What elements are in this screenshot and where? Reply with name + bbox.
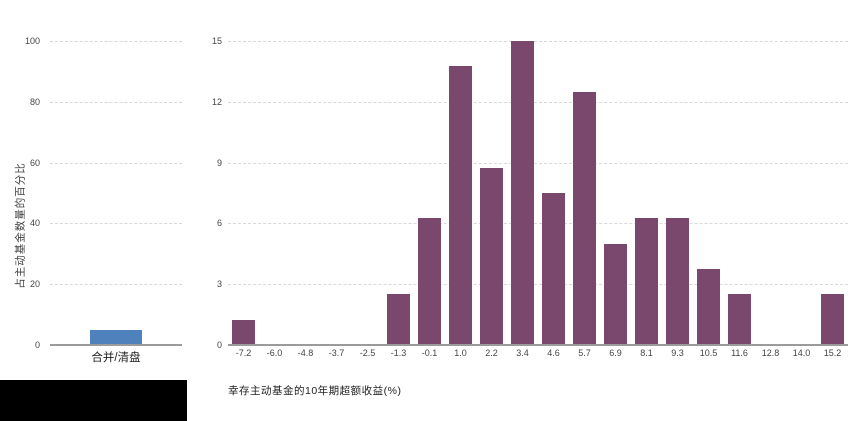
bar (510, 41, 535, 345)
left-gridlines (50, 41, 182, 345)
bar (820, 294, 845, 345)
bar (727, 294, 752, 345)
bar-slot (538, 41, 569, 345)
bar-slot (693, 41, 724, 345)
y-tick-label: 0 (34, 340, 40, 350)
x-tick-label: 1.0 (454, 348, 467, 358)
x-tick-label: -0.1 (421, 348, 438, 358)
bar-slot (507, 41, 538, 345)
y-tick-label: 20 (29, 279, 40, 290)
x-tick-label: 5.7 (578, 348, 591, 358)
x-tick-label: 9.3 (671, 348, 684, 358)
gridline (228, 101, 848, 103)
excess-return-histogram: 0 3 6 9 12 15 -7.2 -6.0 -4.8 -3.7 -2.5 -1.3 -0.1 1.0… (200, 36, 851, 371)
x-tick-label: -2.5 (359, 348, 376, 358)
left-x-axis-ticks: 合并/清盘 (50, 349, 182, 365)
bar (541, 193, 566, 345)
left-x-axis-line (50, 344, 182, 346)
right-x-axis-title: 幸存主动基金的10年期超额收益(%) (228, 385, 402, 397)
x-tick-label: 4.6 (547, 348, 560, 358)
bar-slot (228, 41, 259, 345)
gridline (50, 284, 182, 286)
x-tick-label: 3.4 (516, 348, 529, 358)
y-tick-label: 40 (29, 218, 40, 229)
bar-slot (321, 41, 352, 345)
x-tick-label: 6.9 (609, 348, 622, 358)
bar-slot (600, 41, 631, 345)
right-gridlines (228, 41, 848, 345)
redacted-source-block (0, 380, 187, 421)
bar-slot (755, 41, 786, 345)
bar-slot (569, 41, 600, 345)
gridline (228, 162, 848, 164)
right-y-axis-ticks: 0 3 6 9 12 15 (200, 36, 222, 350)
right-x-axis-ticks: -7.2 -6.0 -4.8 -3.7 -2.5 -1.3 -0.1 1.0 2.2 3.4 4.6… (228, 348, 848, 358)
gridline (50, 41, 182, 42)
gridline (50, 162, 182, 164)
bar (479, 167, 504, 345)
x-tick-label: 14.0 (792, 348, 811, 358)
gridline (50, 223, 182, 225)
y-tick-label: 6 (216, 218, 222, 229)
x-tick-label: 合并/清盘 (91, 352, 141, 364)
bar-slot (414, 41, 445, 345)
bar-slot (817, 41, 848, 345)
bar (603, 243, 628, 345)
y-tick-label: 60 (29, 157, 40, 168)
y-tick-label: 9 (216, 157, 222, 168)
left-plot-area (50, 41, 182, 346)
x-tick-label: -4.8 (297, 348, 314, 358)
bar-slot (724, 41, 755, 345)
y-tick-label: 15 (211, 36, 222, 46)
bar (448, 66, 473, 345)
gridline (228, 223, 848, 225)
bar-slot (476, 41, 507, 345)
left-bars (50, 41, 182, 345)
x-tick-label: -3.7 (328, 348, 345, 358)
bar (634, 218, 659, 345)
bar-slot (631, 41, 662, 345)
bar-slot (445, 41, 476, 345)
right-plot-area (228, 41, 848, 346)
bar-slot (662, 41, 693, 345)
bar (231, 319, 256, 345)
bar (90, 329, 142, 345)
y-tick-label: 100 (24, 36, 40, 46)
bar-slot (786, 41, 817, 345)
y-tick-label: 80 (29, 96, 40, 107)
bar-slot (352, 41, 383, 345)
bar-slot (259, 41, 290, 345)
bar (572, 91, 597, 345)
x-tick-label: -6.0 (266, 348, 283, 358)
merged-liquidated-bar-chart: 0 20 40 60 80 100 合并/清盘 (0, 36, 182, 371)
y-tick-label: 3 (216, 279, 222, 290)
x-tick-label: 10.5 (699, 348, 718, 358)
y-tick-label: 0 (216, 340, 222, 350)
x-tick-label: 11.6 (731, 348, 748, 358)
gridline (50, 101, 182, 103)
left-y-axis-title: 占主动基金数量的百分比 (14, 162, 27, 289)
x-tick-label: -7.2 (235, 348, 252, 358)
right-x-axis-line (228, 344, 848, 346)
bar-slot (290, 41, 321, 345)
x-tick-label: 15.2 (823, 348, 842, 358)
bar (386, 294, 411, 345)
x-tick-label: 2.2 (485, 348, 498, 358)
bar-slot (383, 41, 414, 345)
bar (665, 218, 690, 345)
right-bars (228, 41, 848, 345)
gridline (228, 41, 848, 42)
x-tick-label: -1.3 (390, 348, 407, 358)
x-tick-label: 8.1 (640, 348, 653, 358)
bar (417, 218, 442, 345)
bar (696, 269, 721, 345)
x-tick-label: 12.8 (761, 348, 780, 358)
y-tick-label: 12 (211, 96, 222, 107)
left-y-axis-ticks: 0 20 40 60 80 100 (0, 36, 40, 350)
gridline (228, 284, 848, 286)
bar-slot (50, 41, 182, 345)
